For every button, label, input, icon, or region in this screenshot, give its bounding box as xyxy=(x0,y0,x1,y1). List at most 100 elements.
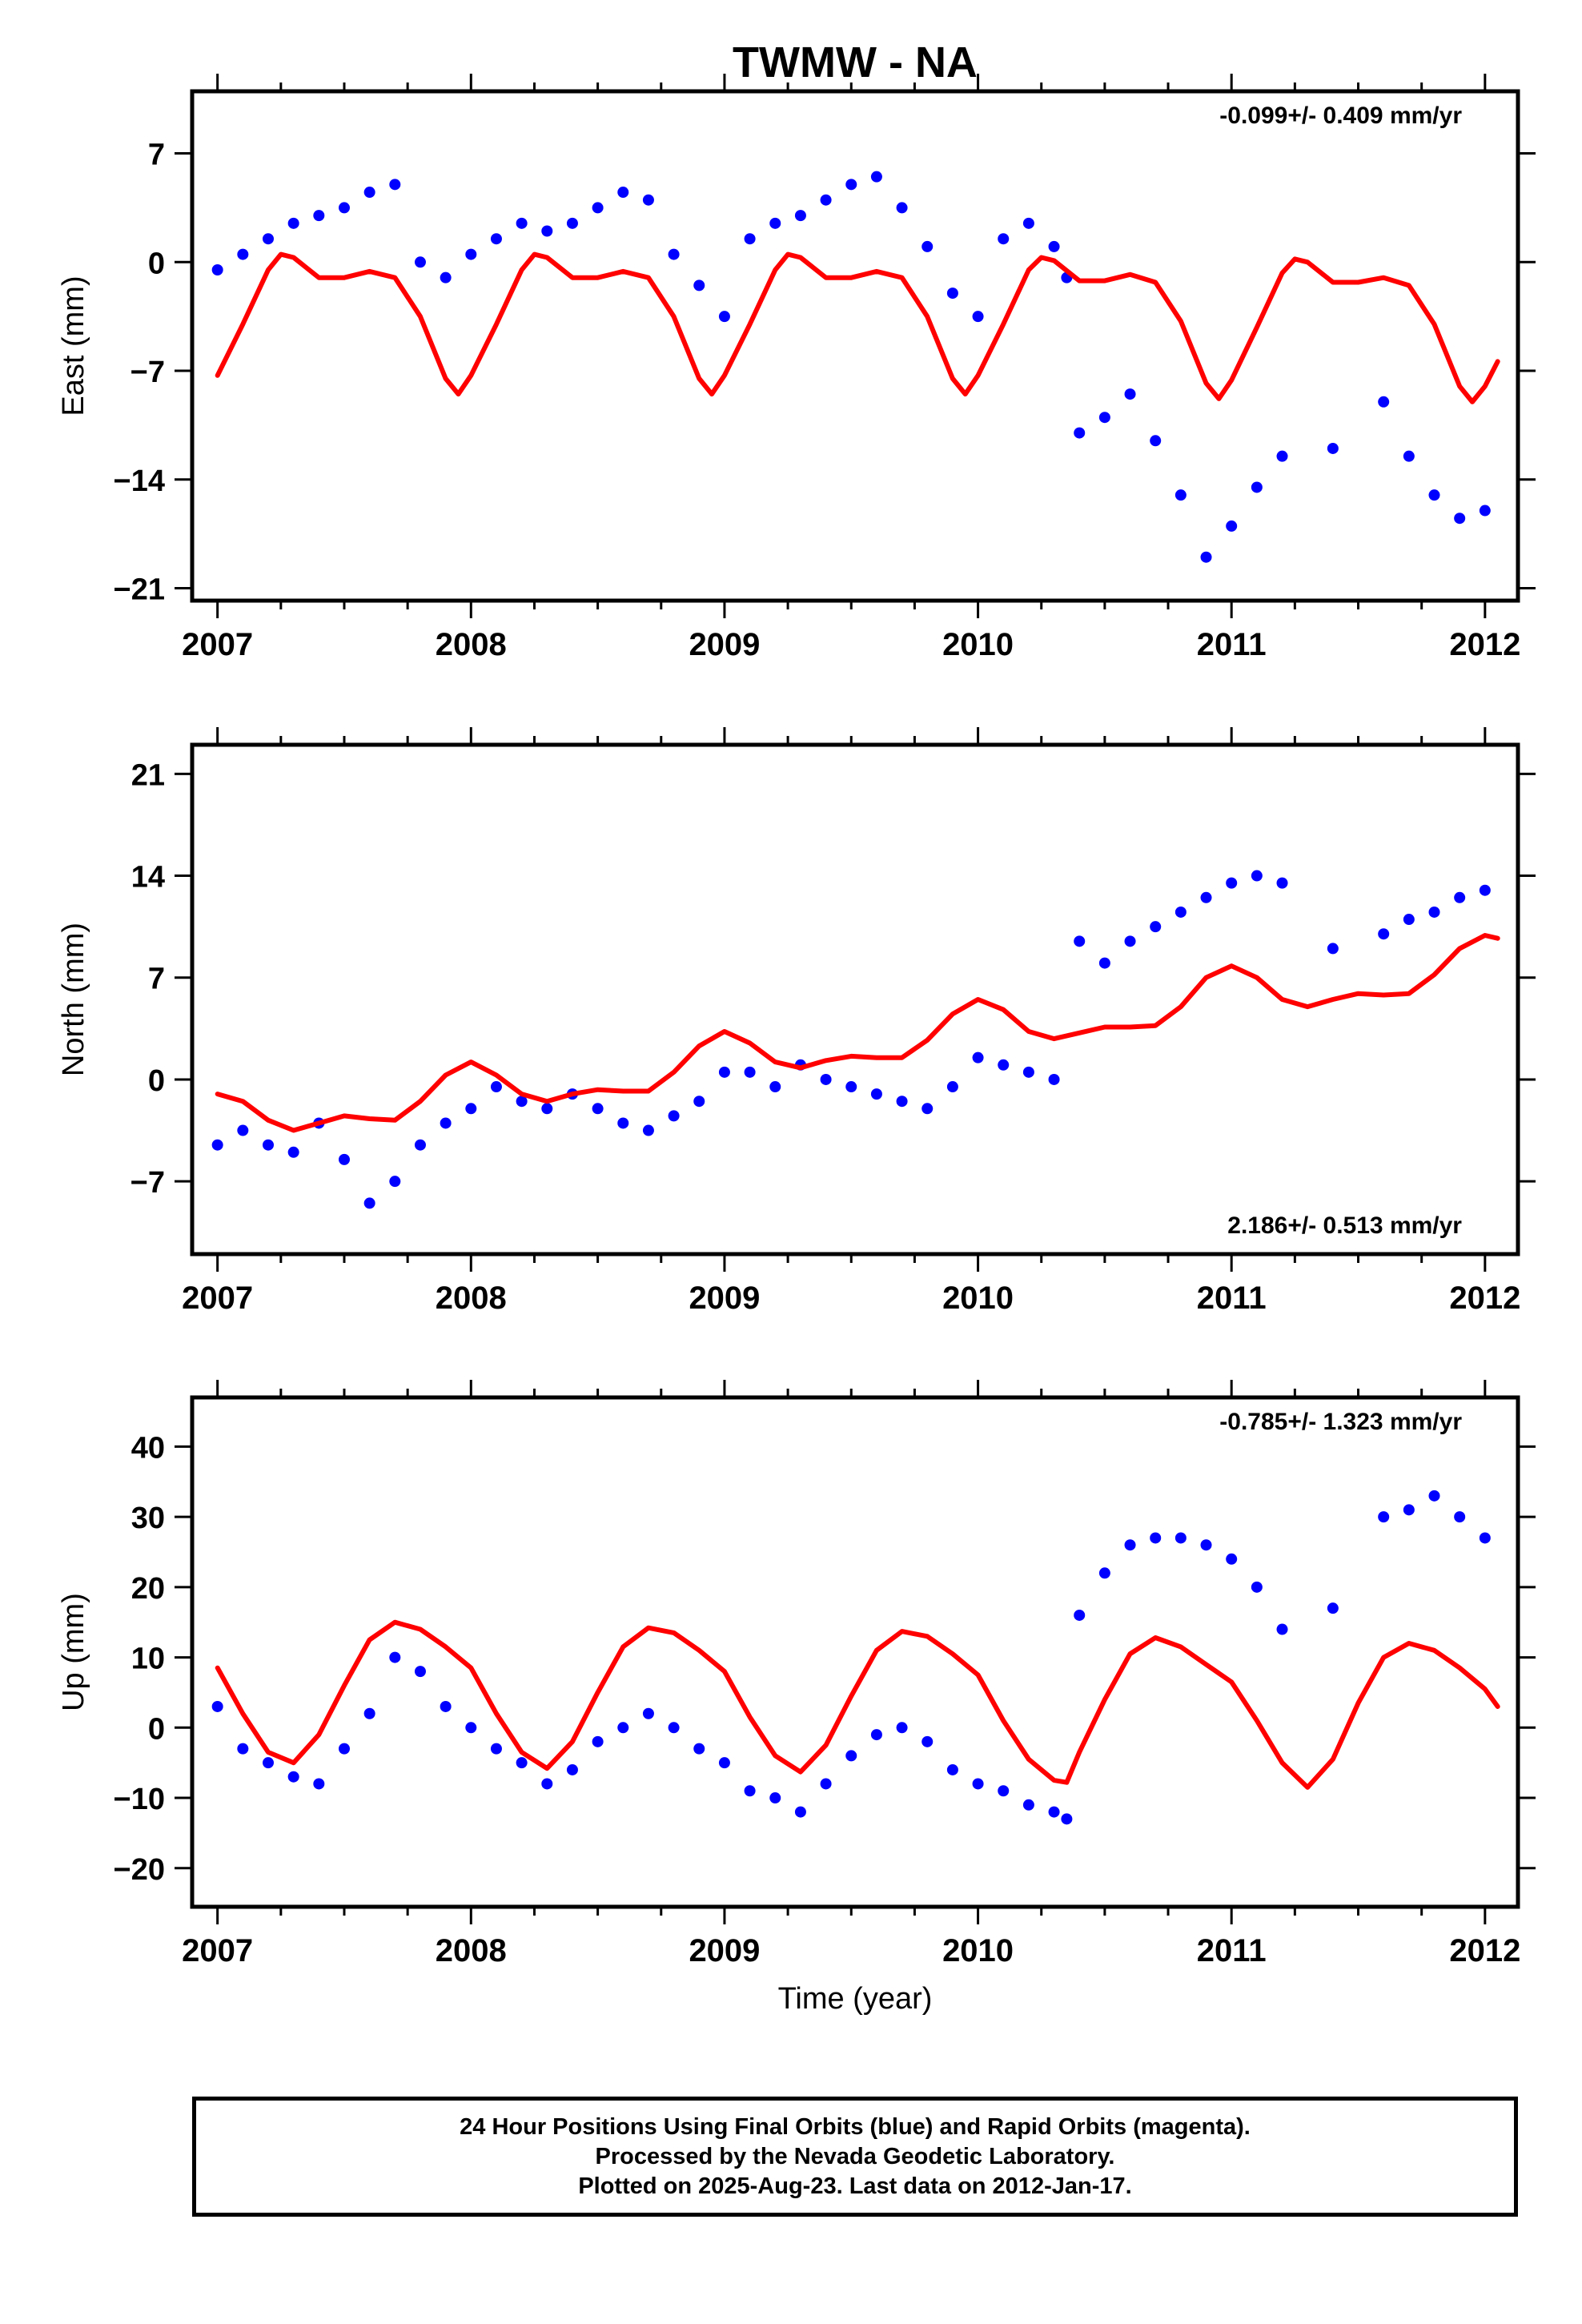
observation-point xyxy=(896,1722,908,1734)
observation-point xyxy=(1174,489,1186,501)
observation-point xyxy=(389,179,401,191)
x-tick-label: 2011 xyxy=(1197,1281,1267,1316)
observation-point xyxy=(440,1700,452,1712)
observation-point xyxy=(1403,1504,1415,1516)
observation-point xyxy=(465,1722,477,1734)
observation-point xyxy=(921,1103,934,1115)
observation-point xyxy=(1048,1806,1060,1818)
observation-point xyxy=(1251,1581,1263,1593)
y-tick-label: 10 xyxy=(131,1642,165,1676)
observation-point xyxy=(490,1081,502,1093)
observation-point xyxy=(972,311,984,323)
x-tick-label: 2008 xyxy=(436,1933,507,1968)
observation-point xyxy=(338,202,350,214)
observation-point xyxy=(363,1707,375,1719)
x-tick-label: 2011 xyxy=(1197,627,1267,662)
observation-point xyxy=(592,202,604,214)
observation-point xyxy=(566,217,578,229)
observation-point xyxy=(1454,1511,1466,1523)
observation-point xyxy=(338,1743,350,1755)
observation-point xyxy=(541,1778,553,1790)
observation-point xyxy=(921,240,934,252)
observation-point xyxy=(1150,435,1162,447)
observation-point xyxy=(1327,943,1339,955)
observation-point xyxy=(516,1757,528,1769)
observation-point xyxy=(617,187,629,199)
observation-point xyxy=(414,1666,426,1678)
observation-point xyxy=(1124,935,1136,947)
plot-area xyxy=(211,171,1500,563)
x-tick-label: 2009 xyxy=(689,627,760,662)
observation-point xyxy=(287,1771,299,1783)
observation-point xyxy=(642,1707,654,1719)
observation-point xyxy=(211,1139,223,1151)
observation-point xyxy=(845,1750,857,1762)
observation-point xyxy=(1022,1799,1034,1811)
observation-point xyxy=(1479,505,1491,517)
observation-point xyxy=(1479,884,1491,896)
observation-point xyxy=(693,1096,705,1108)
observation-point xyxy=(1403,450,1415,462)
observation-point xyxy=(313,1778,325,1790)
observation-point xyxy=(1276,1623,1288,1635)
y-axis-title: North (mm) xyxy=(57,923,90,1076)
observation-point xyxy=(744,1066,756,1078)
y-tick-label: −20 xyxy=(114,1853,165,1887)
observation-point xyxy=(440,271,452,283)
y-tick-label: −7 xyxy=(130,1166,165,1200)
panel-2: 2007 2008 2009 2010 2011 2012 21 14 7 0 −7 North (m… xyxy=(57,727,1536,1316)
observation-point xyxy=(465,248,477,260)
observation-point xyxy=(1454,891,1466,903)
observation-point xyxy=(1428,1490,1440,1502)
observation-point xyxy=(1022,1066,1034,1078)
observation-point xyxy=(1226,520,1238,532)
observation-point xyxy=(338,1153,350,1165)
observation-point xyxy=(490,233,502,245)
footer-line-2: Processed by the Nevada Geodetic Laborat… xyxy=(595,2143,1115,2169)
observation-point xyxy=(718,1066,730,1078)
observation-point xyxy=(794,1806,806,1818)
y-tick-label: 7 xyxy=(148,139,165,172)
y-tick-label: 0 xyxy=(148,247,165,280)
footer-line-1: 24 Hour Positions Using Final Orbits (bl… xyxy=(460,2113,1251,2140)
observation-point xyxy=(718,311,730,323)
observation-point xyxy=(313,210,325,222)
x-tick-label: 2007 xyxy=(182,627,253,662)
observation-point xyxy=(1150,1532,1162,1544)
observation-point xyxy=(896,1096,908,1108)
observation-point xyxy=(946,1763,958,1775)
observation-point xyxy=(1124,1539,1136,1551)
observation-point xyxy=(1098,1567,1110,1579)
observation-point xyxy=(211,263,223,275)
observation-point xyxy=(1327,1602,1339,1614)
y-tick-label: 0 xyxy=(148,1064,165,1098)
x-tick-label: 2007 xyxy=(182,1933,253,1968)
observation-point xyxy=(1378,1511,1390,1523)
observation-point xyxy=(896,202,908,214)
observation-point xyxy=(1048,240,1060,252)
observation-point xyxy=(1226,877,1238,889)
observation-point xyxy=(946,287,958,300)
plot-frame xyxy=(190,1395,1520,1909)
observation-point xyxy=(1378,928,1390,940)
observation-point xyxy=(668,248,680,260)
observation-point xyxy=(998,1785,1010,1797)
plot-frame xyxy=(190,89,1520,603)
observation-point xyxy=(262,233,274,245)
observation-point xyxy=(440,1117,452,1129)
y-tick-label: 14 xyxy=(131,861,165,895)
observation-point xyxy=(1074,1609,1086,1621)
observation-point xyxy=(1276,877,1288,889)
plot-area xyxy=(211,1490,1500,1825)
x-tick-label: 2008 xyxy=(436,627,507,662)
observation-point xyxy=(541,1103,553,1115)
observation-point xyxy=(1022,217,1034,229)
observation-point xyxy=(718,1757,730,1769)
observation-point xyxy=(921,1735,934,1747)
panel-1: 2007 2008 2009 2010 2011 2012 7 0 −7 −14 −21 East (… xyxy=(57,74,1536,662)
y-tick-label: 30 xyxy=(131,1502,165,1535)
observation-point xyxy=(237,248,249,260)
x-tick-label: 2012 xyxy=(1449,1281,1520,1316)
model-curve xyxy=(215,251,1500,404)
velocity-label: 2.186+/- 0.513 mm/yr xyxy=(1227,1212,1462,1239)
